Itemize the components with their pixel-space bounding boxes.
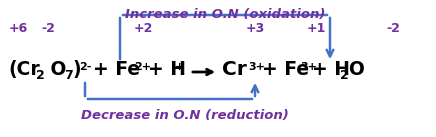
Text: +6: +6 — [8, 22, 27, 35]
Text: -2: -2 — [386, 22, 400, 35]
Text: +1: +1 — [307, 22, 326, 35]
Text: O: O — [44, 60, 66, 79]
Text: Cr: Cr — [222, 60, 247, 79]
Text: -2: -2 — [41, 22, 55, 35]
Text: 2-: 2- — [79, 62, 92, 72]
Text: +3: +3 — [245, 22, 265, 35]
Text: + Fe: + Fe — [93, 60, 140, 79]
Text: +2: +2 — [133, 22, 153, 35]
Text: Increase in O.N (oxidation): Increase in O.N (oxidation) — [125, 8, 325, 21]
Text: 2: 2 — [340, 69, 349, 82]
Text: O: O — [348, 60, 364, 79]
Text: 3+: 3+ — [248, 62, 265, 72]
Text: ): ) — [72, 60, 81, 79]
Text: 2: 2 — [36, 69, 45, 82]
Text: 3+: 3+ — [300, 62, 317, 72]
Text: + Fe: + Fe — [262, 60, 309, 79]
Text: 7: 7 — [64, 69, 73, 82]
Text: Decrease in O.N (reduction): Decrease in O.N (reduction) — [81, 109, 289, 122]
Text: + H: + H — [312, 60, 350, 79]
Text: + H: + H — [148, 60, 186, 79]
Text: 2+: 2+ — [134, 62, 151, 72]
Text: (Cr: (Cr — [8, 60, 40, 79]
Text: +: + — [175, 62, 184, 72]
